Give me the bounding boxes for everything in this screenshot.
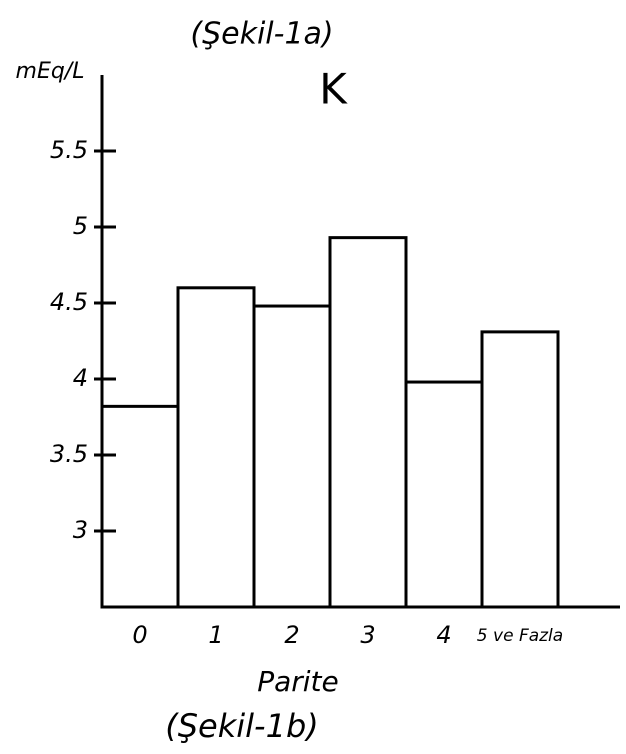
y-tick-label: 3 — [73, 516, 88, 544]
x-tick-label: 3 — [360, 621, 375, 649]
y-tick-label: 5.5 — [50, 136, 88, 164]
bar — [406, 382, 482, 607]
bar — [482, 332, 558, 607]
y-tick-label: 3.5 — [50, 440, 88, 468]
bar — [330, 238, 406, 607]
bar — [178, 288, 254, 607]
x-tick-label: 4 — [436, 621, 451, 649]
chart-subtitle: K — [319, 65, 348, 114]
x-axis-label: Parite — [257, 665, 339, 698]
x-tick-label: 2 — [284, 621, 299, 649]
chart-title: (Şekil-1a) — [190, 17, 333, 52]
caption: (Şekil-1b) — [165, 707, 319, 745]
x-tick-label: 5 ve Fazla — [477, 626, 563, 646]
page: {"chart_data": {"type": "bar", "title": … — [0, 0, 626, 754]
y-tick-label: 4 — [73, 364, 88, 392]
y-axis-label: mEq/L — [16, 59, 85, 84]
y-tick-label: 5 — [73, 212, 88, 240]
y-tick-label: 4.5 — [50, 288, 88, 316]
x-tick-label: 0 — [132, 621, 147, 649]
bar — [254, 306, 330, 607]
bar — [102, 406, 178, 607]
chart: (Şekil-1a) K mEq/L Parite (Şekil-1b) 0 1 2… — [0, 0, 626, 754]
x-tick-label: 1 — [208, 621, 223, 649]
